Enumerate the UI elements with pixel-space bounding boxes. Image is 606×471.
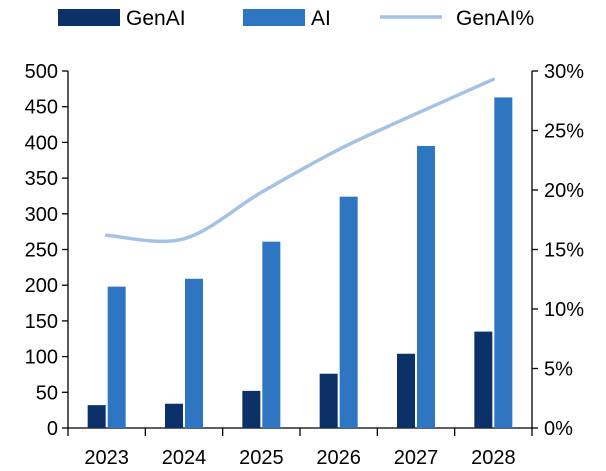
- y-left-tick-label: 100: [25, 347, 58, 369]
- y-left-tick-label: 300: [25, 204, 58, 226]
- x-tick-label: 2028: [471, 447, 516, 469]
- line-series: [104, 77, 496, 244]
- y-left-tick-label: 150: [25, 311, 58, 333]
- y-right-tick-label: 30%: [544, 61, 584, 83]
- y-right-tick-label: 5%: [544, 359, 573, 381]
- x-tick-label: 2027: [394, 447, 439, 469]
- bar-genai-2028: [474, 331, 493, 428]
- legend-label-genai-pct: GenAI%: [456, 7, 534, 30]
- y-left-tick-label: 50: [36, 382, 58, 404]
- y-left-tick-label: 200: [25, 275, 58, 297]
- bar-genai-2023: [87, 405, 106, 428]
- bar-genai-2024: [165, 403, 183, 428]
- x-tick-label: 2023: [84, 447, 129, 469]
- y-left-tick-label: 250: [25, 240, 58, 262]
- legend-label-genai: GenAI: [126, 7, 186, 30]
- x-tick-label: 2024: [162, 447, 207, 469]
- legend-label-ai: AI: [311, 7, 331, 30]
- bar-genai-2026: [319, 373, 338, 428]
- y-right-tick-label: 10%: [544, 299, 584, 321]
- bar-ai-2028: [494, 97, 513, 428]
- y-right-tick-label: 0%: [544, 418, 573, 440]
- y-right-tick-label: 15%: [544, 240, 584, 262]
- legend-swatch-ai: [243, 9, 305, 26]
- y-right-tick-label: 25%: [544, 121, 584, 143]
- bar-ai-2026: [339, 196, 358, 428]
- bar-ai-2024: [185, 278, 203, 428]
- y-left-tick-label: 350: [25, 168, 58, 190]
- legend-swatch-genai: [58, 9, 120, 26]
- line-genai-pct: [104, 77, 496, 244]
- x-tick-label: 2025: [239, 447, 284, 469]
- y-right-tick-label: 20%: [544, 180, 584, 202]
- y-left-tick-label: 450: [25, 97, 58, 119]
- bar-genai-2027: [397, 353, 415, 428]
- bar-genai-2025: [242, 390, 261, 428]
- y-left-tick-label: 500: [25, 61, 58, 83]
- bar-ai-2025: [262, 241, 281, 428]
- axes: 0 50 100 150 200 250 300 350 400 450 500 0% 5% 10% 15%…: [25, 61, 585, 469]
- bars: [87, 97, 513, 428]
- bar-ai-2027: [417, 145, 435, 428]
- y-left-tick-label: 0: [47, 418, 58, 440]
- y-left-tick-label: 400: [25, 132, 58, 154]
- x-tick-label: 2026: [316, 447, 361, 469]
- bar-ai-2023: [107, 286, 126, 428]
- legend: GenAI AI GenAI%: [58, 7, 534, 30]
